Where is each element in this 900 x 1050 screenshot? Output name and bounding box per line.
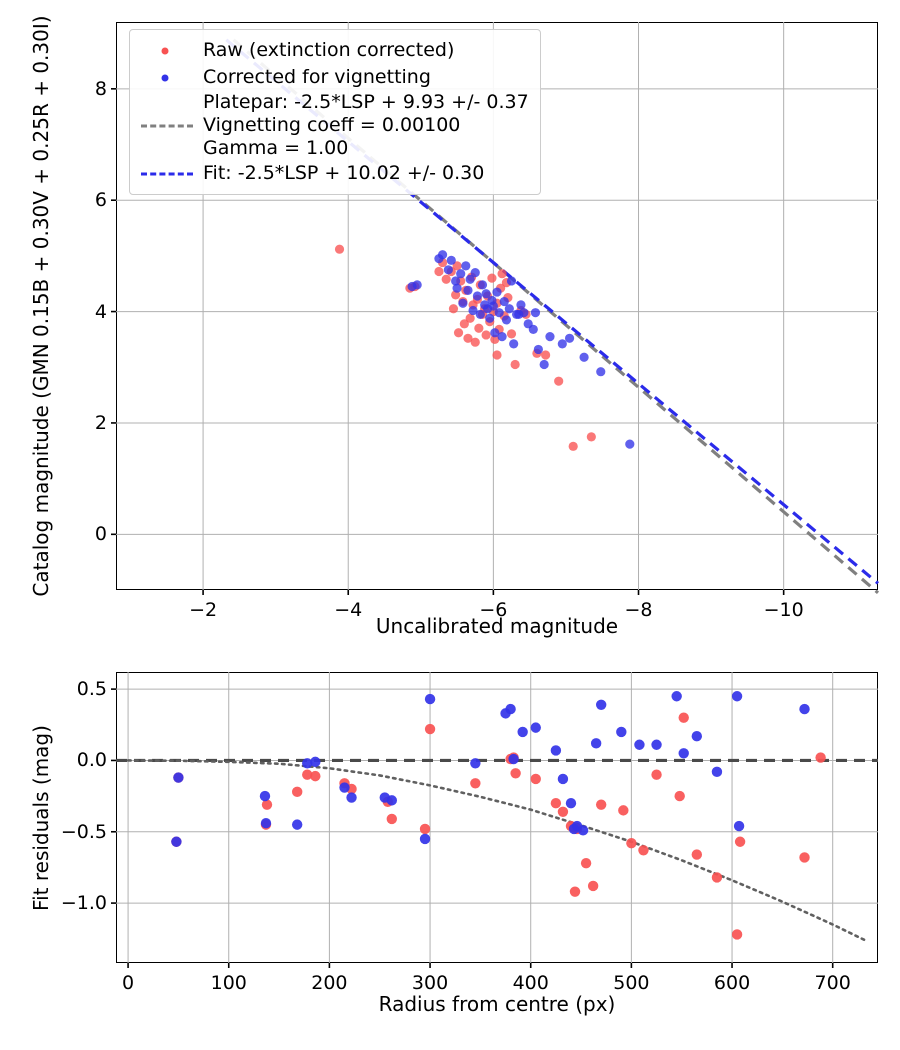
ytick-label: 0 — [94, 523, 107, 546]
xtick-label: 400 — [512, 972, 549, 994]
bottom-plot-frame — [116, 672, 878, 963]
legend-label-platepar: Platepar: -2.5*LSP + 9.93 +/- 0.37 — [203, 91, 529, 113]
legend-label-gamma: Gamma = 1.00 — [203, 137, 349, 159]
legend-entry-corrected: Corrected for vignetting — [139, 64, 531, 91]
bottom-yaxis-label: Fit residuals (mag) — [29, 725, 53, 911]
ytick-label: −0.5 — [60, 820, 107, 843]
xtick-label: −2 — [189, 599, 218, 621]
legend-entry-platepar: Platepar: -2.5*LSP + 9.93 +/- 0.37 Vigne… — [139, 91, 531, 160]
xtick-label: 700 — [814, 972, 851, 994]
xtick-label: −10 — [763, 599, 804, 621]
legend-entry-raw: Raw (extinction corrected) — [139, 37, 531, 64]
legend-label-vignetting-coeff: Vignetting coeff = 0.00100 — [203, 114, 461, 136]
xtick-label: 100 — [210, 972, 247, 994]
blue-dashed-line-icon — [141, 172, 193, 175]
legend-marker-fit — [139, 164, 195, 184]
xtick-label: −8 — [624, 599, 653, 621]
plot-legend: Raw (extinction corrected) Corrected for… — [129, 29, 541, 195]
top-yaxis-label: Catalog magnitude (GMN 0.15B + 0.30V + 0… — [29, 15, 53, 597]
legend-label-raw: Raw (extinction corrected) — [203, 39, 455, 61]
legend-label-corrected: Corrected for vignetting — [203, 66, 431, 88]
legend-label-fit: Fit: -2.5*LSP + 10.02 +/- 0.30 — [203, 162, 485, 184]
xtick-label: 200 — [311, 972, 348, 994]
ytick-label: 0.5 — [76, 678, 107, 701]
magnitude-calibration-plot: Raw (extinction corrected) Corrected for… — [29, 15, 880, 638]
ytick-label: 8 — [94, 77, 107, 100]
xtick-label: −4 — [334, 599, 363, 621]
legend-marker-raw — [139, 41, 195, 61]
ytick-label: 2 — [94, 411, 107, 434]
red-dot-icon — [161, 47, 169, 54]
bottom-xaxis-label: Radius from centre (px) — [378, 992, 616, 1016]
xtick-label: −6 — [479, 599, 508, 621]
blue-dot-icon — [161, 74, 169, 81]
legend-marker-platepar — [139, 116, 195, 136]
ytick-label: 4 — [94, 300, 107, 323]
xtick-label: 600 — [713, 972, 751, 994]
xtick-label: 0 — [122, 972, 135, 994]
top-xaxis-label: Uncalibrated magnitude — [375, 614, 619, 638]
ytick-label: 6 — [94, 189, 107, 212]
fit-residuals-plot: Radius from centre (px) Fit residuals (m… — [0, 650, 900, 1050]
legend-marker-corrected — [139, 68, 195, 88]
ytick-label: −1.0 — [60, 892, 107, 915]
xtick-label: 500 — [613, 972, 650, 994]
gray-dashed-line-icon — [141, 124, 193, 127]
legend-entry-fit: Fit: -2.5*LSP + 10.02 +/- 0.30 — [139, 160, 531, 187]
ytick-label: 0.0 — [76, 749, 107, 772]
xtick-label: 300 — [411, 972, 449, 994]
